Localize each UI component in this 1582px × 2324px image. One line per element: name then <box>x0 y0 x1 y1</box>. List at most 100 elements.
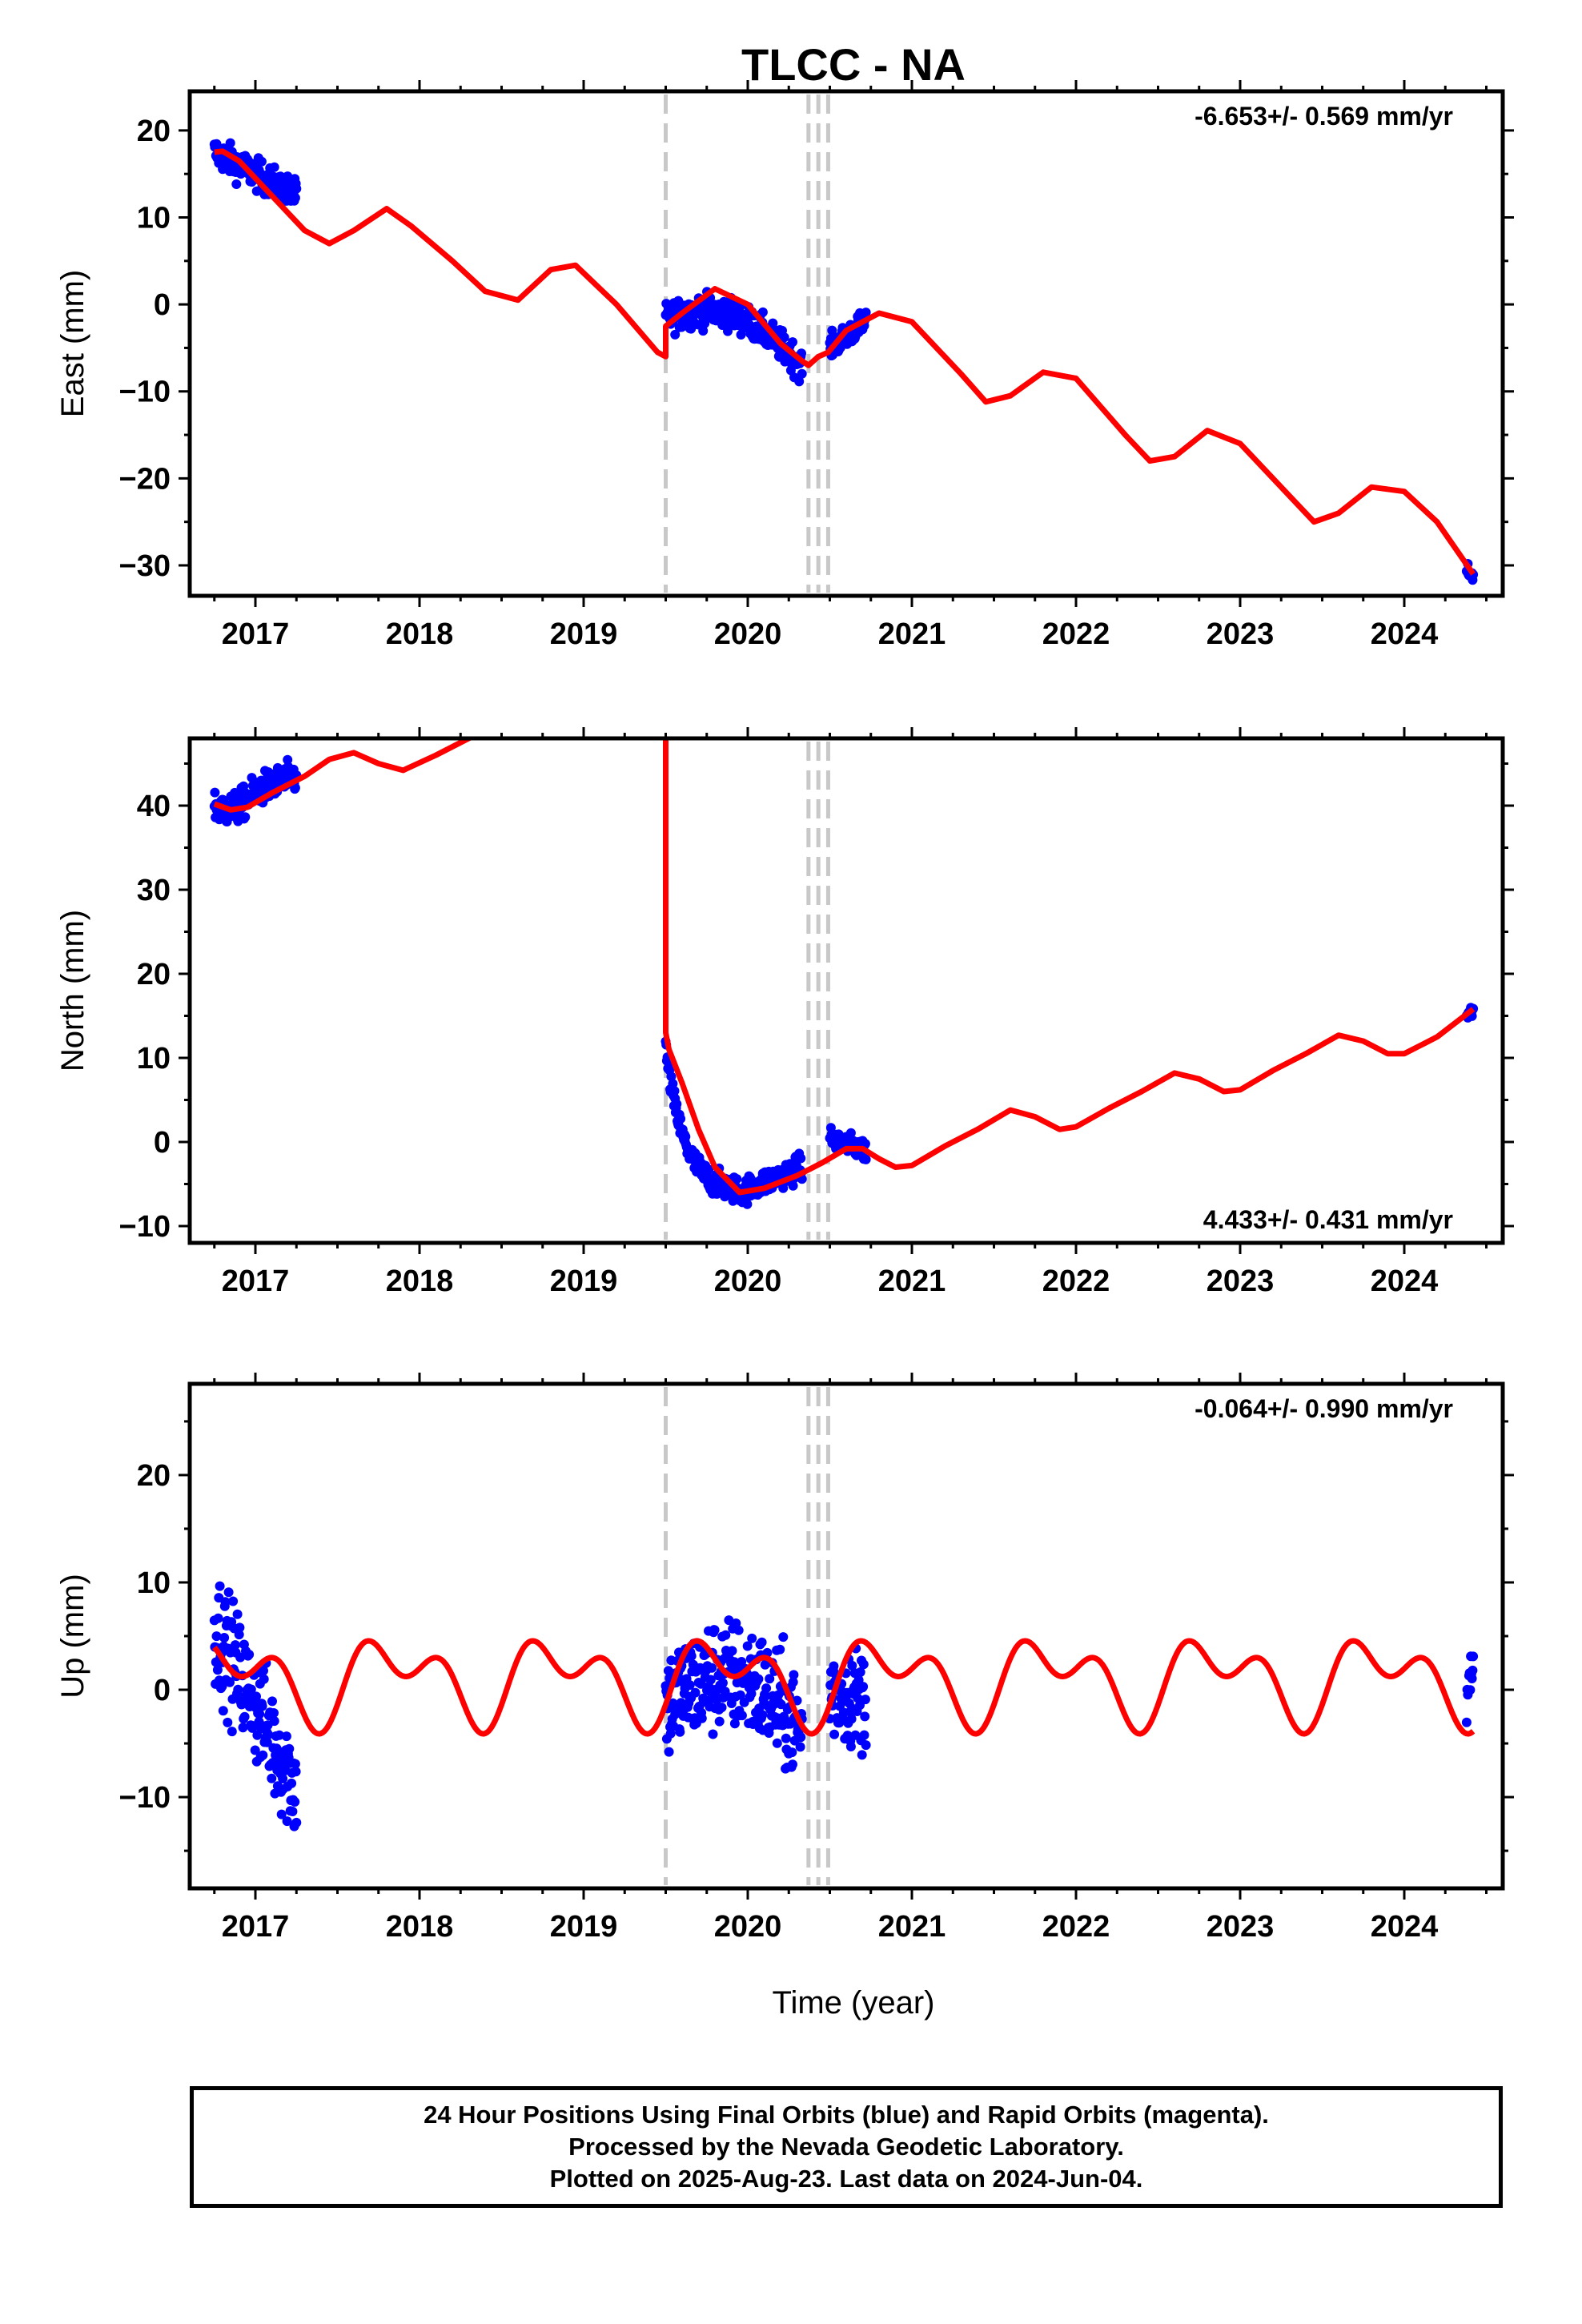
y-tick-label: 0 <box>154 288 171 322</box>
x-tick-label: 2017 <box>222 617 290 651</box>
data-point <box>765 1674 775 1684</box>
y-axis-label-east: East (mm) <box>55 270 90 417</box>
data-point <box>290 782 300 793</box>
data-point <box>845 1742 856 1751</box>
footer-line-2: Processed by the Nevada Geodetic Laborat… <box>568 2133 1124 2161</box>
data-point <box>742 1641 753 1651</box>
x-tick-label: 2023 <box>1207 1910 1275 1944</box>
x-tick-label: 2024 <box>1371 617 1439 651</box>
x-tick-label: 2021 <box>878 1265 946 1298</box>
data-point <box>283 754 293 765</box>
data-point <box>732 1174 742 1184</box>
y-tick-label: 10 <box>137 1042 171 1076</box>
x-tick-label: 2019 <box>550 1910 618 1944</box>
data-point <box>231 179 242 189</box>
data-point <box>274 1730 284 1740</box>
data-point <box>742 1199 753 1209</box>
x-axis-label: Time (year) <box>773 1985 935 2020</box>
data-point <box>761 1691 771 1701</box>
data-point <box>676 1114 686 1124</box>
data-point <box>255 1709 265 1719</box>
data-point <box>709 1625 720 1635</box>
data-point <box>861 308 871 318</box>
y-tick-label: −20 <box>119 462 171 496</box>
data-point <box>697 1713 707 1723</box>
data-point <box>705 1675 716 1685</box>
data-point <box>858 1682 869 1692</box>
data-point <box>666 1072 677 1082</box>
data-point <box>859 1730 869 1740</box>
data-point <box>829 1729 840 1739</box>
data-point <box>251 1691 261 1702</box>
data-point <box>1467 1674 1477 1683</box>
x-tick-label: 2024 <box>1371 1910 1439 1944</box>
data-point <box>729 1719 740 1729</box>
x-tick-label: 2023 <box>1207 617 1275 651</box>
panel-north: 2017 2018 2019 2020 2021 2022 2023 2024 40 30 20 10… <box>55 727 1514 1298</box>
chart-title: TLCC - NA <box>741 39 966 90</box>
x-tick-label: 2017 <box>222 1910 290 1944</box>
data-point <box>263 1730 274 1740</box>
data-point <box>234 1630 244 1640</box>
x-tick-label: 2019 <box>550 617 618 651</box>
x-tick-label: 2022 <box>1042 1265 1110 1298</box>
data-point <box>664 1747 674 1757</box>
rate-annotation-east: -6.653+/- 0.569 mm/yr <box>1195 102 1453 131</box>
data-point <box>776 1699 786 1710</box>
data-point <box>230 1640 240 1651</box>
data-point <box>670 329 681 340</box>
data-point <box>259 1666 268 1676</box>
model-curve-north <box>213 738 1476 1196</box>
model-curve-east <box>214 148 1476 576</box>
rate-annotation-north: 4.433+/- 0.431 mm/yr <box>1203 1205 1453 1234</box>
data-point <box>238 1723 248 1733</box>
data-point <box>281 1731 291 1742</box>
data-point <box>276 1809 287 1819</box>
data-point <box>225 1677 235 1687</box>
data-point <box>675 1727 685 1737</box>
data-point <box>747 1633 757 1643</box>
data-point <box>257 1701 267 1711</box>
data-point <box>267 1696 277 1707</box>
footer-info-box: 24 Hour Positions Using Final Orbits (bl… <box>190 2086 1503 2208</box>
x-tick-label: 2019 <box>550 1265 618 1298</box>
data-point <box>721 1630 731 1640</box>
data-point <box>797 368 807 379</box>
data-point <box>267 1773 277 1783</box>
data-point <box>735 1690 745 1700</box>
data-points-up <box>209 1581 1479 1831</box>
x-tick-label: 2018 <box>386 617 454 651</box>
y-tick-label: 10 <box>137 1566 171 1600</box>
data-point <box>855 1667 865 1677</box>
data-point <box>788 337 797 348</box>
data-point <box>858 1659 869 1670</box>
panels-group: 2017 2018 2019 2020 2021 2022 2023 2024 20 10 0 −10… <box>55 80 1514 1944</box>
data-point <box>212 1665 223 1675</box>
y-tick-label: 20 <box>137 958 171 991</box>
data-point <box>259 1674 269 1684</box>
panel-east: 2017 2018 2019 2020 2021 2022 2023 2024 20 10 0 −10… <box>55 80 1514 651</box>
x-tick-label: 2018 <box>386 1265 454 1298</box>
data-point <box>794 376 805 387</box>
data-point <box>788 1180 798 1191</box>
x-tick-label: 2023 <box>1207 1265 1275 1298</box>
data-point <box>672 1099 682 1109</box>
data-point <box>232 1609 243 1619</box>
y-tick-label: −10 <box>119 1781 171 1815</box>
panel-up: 2017 2018 2019 2020 2021 2022 2023 2024 20 10 0 −10… <box>55 1373 1514 1944</box>
data-point <box>733 1625 744 1635</box>
model-curve-up <box>212 1638 1476 1737</box>
data-point <box>853 1693 863 1703</box>
data-point <box>228 1596 239 1606</box>
data-point <box>246 1684 256 1695</box>
x-tick-label: 2021 <box>878 617 946 651</box>
data-point <box>278 1774 288 1783</box>
data-point <box>287 1778 297 1788</box>
x-tick-label: 2020 <box>714 1265 782 1298</box>
data-point <box>240 812 251 822</box>
data-point <box>225 138 235 148</box>
data-point <box>746 1688 757 1699</box>
data-point <box>698 326 709 336</box>
data-point <box>223 1587 234 1598</box>
